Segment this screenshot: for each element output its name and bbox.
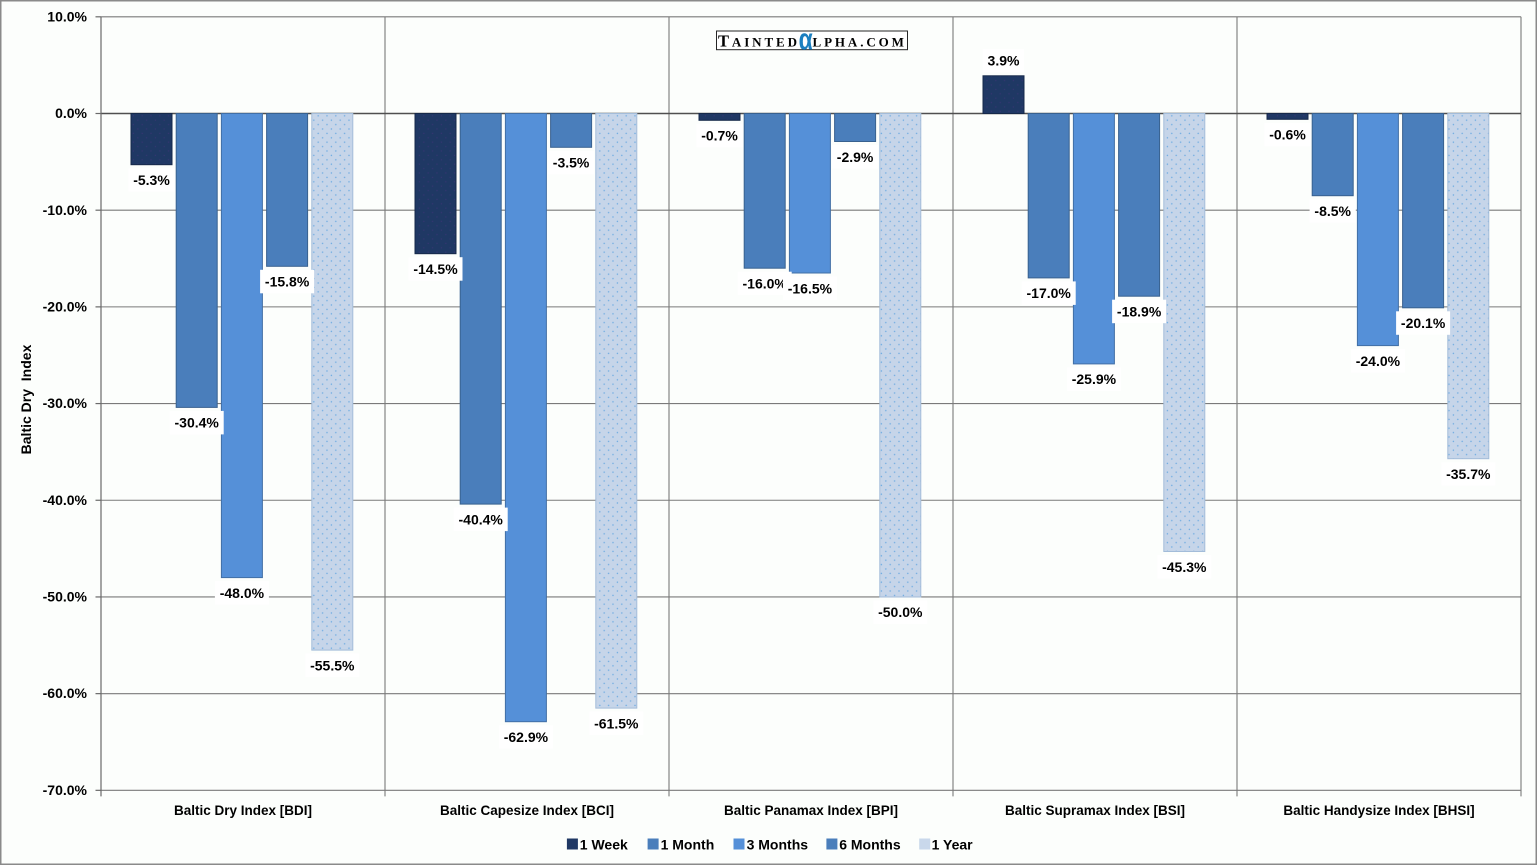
svg-text:1 Week: 1 Week (580, 836, 628, 852)
svg-text:-61.5%: -61.5% (594, 715, 639, 731)
svg-text:1 Month: 1 Month (661, 836, 715, 852)
svg-text:-30.0%: -30.0% (43, 395, 88, 411)
svg-text:Baltic Dry Index: Baltic Dry Index (18, 344, 34, 454)
svg-text:-0.6%: -0.6% (1269, 127, 1306, 143)
svg-text:-30.4%: -30.4% (175, 415, 220, 431)
svg-text:Baltic Supramax Index [BSI]: Baltic Supramax Index [BSI] (1005, 803, 1185, 818)
svg-text:-35.7%: -35.7% (1446, 466, 1491, 482)
svg-text:Baltic Handysize Index [BHSI]: Baltic Handysize Index [BHSI] (1283, 803, 1474, 818)
svg-text:Baltic Dry Index [BDI]: Baltic Dry Index [BDI] (174, 803, 312, 818)
svg-text:-16.0%: -16.0% (743, 276, 788, 292)
svg-text:6 Months: 6 Months (839, 836, 901, 852)
svg-text:-17.0%: -17.0% (1027, 285, 1072, 301)
svg-text:-40.4%: -40.4% (459, 511, 504, 527)
svg-text:Baltic Panamax Index [BPI]: Baltic Panamax Index [BPI] (724, 803, 898, 818)
svg-text:-20.0%: -20.0% (43, 299, 88, 315)
svg-text:-0.7%: -0.7% (701, 128, 738, 144)
svg-text:-10.0%: -10.0% (43, 202, 88, 218)
svg-text:10.0%: 10.0% (47, 8, 87, 24)
svg-text:-25.9%: -25.9% (1072, 371, 1117, 387)
svg-text:-14.5%: -14.5% (413, 261, 458, 277)
svg-text:0.0%: 0.0% (55, 105, 87, 121)
svg-text:-40.0%: -40.0% (43, 492, 88, 508)
svg-text:-55.5%: -55.5% (310, 657, 355, 673)
svg-text:3.9%: 3.9% (988, 53, 1020, 69)
svg-text:-45.3%: -45.3% (1162, 559, 1207, 575)
svg-text:3 Months: 3 Months (747, 836, 809, 852)
svg-text:-2.9%: -2.9% (837, 149, 874, 165)
svg-text:LPHA.COM: LPHA.COM (813, 35, 907, 50)
svg-text:1 Year: 1 Year (932, 836, 974, 852)
svg-text:-3.5%: -3.5% (553, 155, 590, 171)
svg-text:-60.0%: -60.0% (43, 685, 88, 701)
svg-text:-20.1%: -20.1% (1401, 315, 1446, 331)
svg-text:-62.9%: -62.9% (504, 729, 549, 745)
svg-text:α: α (799, 21, 813, 56)
svg-text:-16.5%: -16.5% (788, 280, 833, 296)
svg-text:TAINTED: TAINTED (718, 32, 800, 51)
svg-text:-5.3%: -5.3% (133, 172, 170, 188)
svg-text:-50.0%: -50.0% (43, 589, 88, 605)
svg-text:-15.8%: -15.8% (265, 274, 310, 290)
svg-text:-18.9%: -18.9% (1117, 304, 1162, 320)
svg-text:-24.0%: -24.0% (1356, 353, 1401, 369)
svg-text:-48.0%: -48.0% (220, 585, 265, 601)
svg-text:-8.5%: -8.5% (1314, 203, 1351, 219)
svg-text:-50.0%: -50.0% (878, 604, 923, 620)
svg-text:Baltic Capesize Index [BCI]: Baltic Capesize Index [BCI] (440, 803, 614, 818)
svg-text:-70.0%: -70.0% (43, 782, 88, 798)
